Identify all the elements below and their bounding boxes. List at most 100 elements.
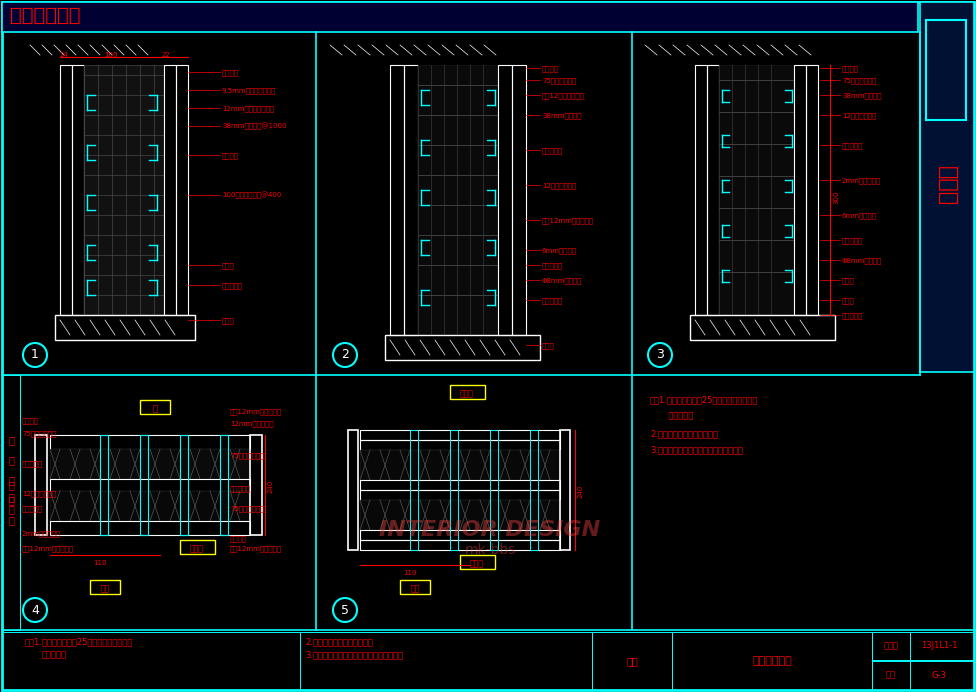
Text: 卫生间: 卫生间 — [460, 389, 474, 398]
Text: 300: 300 — [833, 190, 839, 203]
Bar — [390, 65, 404, 335]
Text: 装饰完成面: 装饰完成面 — [222, 282, 243, 289]
Text: 中填隔音棉: 中填隔音棉 — [22, 460, 43, 466]
Bar — [140, 435, 148, 535]
Bar — [450, 385, 485, 399]
Bar — [2, 632, 592, 690]
Bar — [418, 65, 498, 335]
Text: 双层12厚纸面石膏板: 双层12厚纸面石膏板 — [542, 92, 585, 98]
Bar — [926, 20, 966, 120]
Text: 4: 4 — [31, 603, 39, 617]
Text: 集: 集 — [8, 495, 14, 505]
Bar — [400, 580, 430, 594]
Bar — [450, 430, 458, 550]
Bar — [806, 65, 818, 315]
Bar — [35, 435, 47, 535]
Bar — [72, 65, 84, 315]
Text: mk-bbs: mk-bbs — [465, 543, 515, 557]
Text: 装饰完成面: 装饰完成面 — [542, 297, 563, 304]
Bar — [250, 435, 262, 535]
Bar — [404, 65, 418, 335]
Text: 75系列轻钢龙骨: 75系列轻钢龙骨 — [542, 77, 577, 84]
Text: 100系列隔墙龙骨@400: 100系列隔墙龙骨@400 — [222, 192, 281, 199]
Bar — [872, 661, 974, 690]
Text: G-3: G-3 — [931, 671, 947, 680]
Bar — [360, 490, 560, 500]
Bar — [460, 555, 495, 569]
Text: 100: 100 — [104, 52, 117, 58]
Text: 12厚纸面石膏板: 12厚纸面石膏板 — [542, 182, 577, 189]
Bar — [90, 580, 120, 594]
Text: 隔墙类: 隔墙类 — [937, 166, 957, 206]
Bar — [410, 430, 418, 550]
Bar — [360, 430, 560, 440]
Text: 75系列轻钢龙骨: 75系列轻钢龙骨 — [230, 452, 264, 459]
Bar — [60, 65, 72, 315]
Text: 图: 图 — [8, 475, 14, 485]
Bar — [385, 335, 540, 360]
Text: 12厚纸面石膏板: 12厚纸面石膏板 — [22, 490, 57, 497]
Bar — [360, 450, 560, 480]
Text: 或由设计定: 或由设计定 — [650, 411, 693, 420]
Bar — [50, 479, 250, 491]
Text: 图集号: 图集号 — [883, 641, 899, 650]
Bar — [348, 430, 358, 550]
Text: 13J1L1-1: 13J1L1-1 — [920, 641, 957, 650]
Bar — [719, 65, 794, 315]
Text: 自攻螺丝: 自攻螺丝 — [22, 417, 39, 424]
Text: 2.木材、线脚形式由设计选定: 2.木材、线脚形式由设计选定 — [650, 429, 718, 438]
Bar — [794, 65, 806, 315]
Text: 或由设计定: 或由设计定 — [42, 650, 67, 659]
Bar — [84, 65, 164, 315]
Text: 人: 人 — [8, 435, 14, 445]
Text: 2mm水泥压力板: 2mm水泥压力板 — [22, 530, 61, 536]
Text: 3.轻钢龙骨规格根据墙高等因素由设计定: 3.轻钢龙骨规格根据墙高等因素由设计定 — [650, 445, 743, 454]
Text: 75系列轻钢龙骨: 75系列轻钢龙骨 — [230, 505, 264, 511]
Text: 人
工
图
集: 人 工 图 集 — [8, 481, 14, 525]
Bar — [180, 540, 215, 554]
Text: 9.5mm防火石膏板至顶: 9.5mm防火石膏板至顶 — [222, 87, 276, 93]
Bar — [360, 540, 560, 550]
Text: 38mm芯心龙骨@1000: 38mm芯心龙骨@1000 — [222, 123, 287, 130]
Text: 轻钢龙骨隔墙: 轻钢龙骨隔墙 — [752, 656, 792, 666]
Text: 自攻螺丝: 自攻螺丝 — [542, 65, 559, 71]
Text: 2.木料、线脚形式由设计选定: 2.木料、线脚形式由设计选定 — [305, 637, 373, 646]
Text: 24: 24 — [60, 52, 68, 58]
Bar — [140, 400, 170, 414]
Text: 双层12mm水泥压力板: 双层12mm水泥压力板 — [230, 408, 282, 415]
Text: 图名: 图名 — [627, 656, 638, 666]
Bar — [560, 430, 570, 550]
Text: 中填隔音棉: 中填隔音棉 — [22, 505, 43, 511]
Text: 双层12mm水泥压力板: 双层12mm水泥压力板 — [22, 545, 74, 552]
Text: 页次: 页次 — [886, 671, 896, 680]
Text: 管井: 管井 — [101, 584, 109, 593]
Bar — [490, 430, 498, 550]
Text: 5: 5 — [341, 603, 349, 617]
Bar — [360, 500, 560, 530]
Bar — [2, 375, 20, 630]
Text: Φ8mm膨胀螺栓: Φ8mm膨胀螺栓 — [842, 257, 882, 264]
Text: 工: 工 — [8, 455, 14, 465]
Text: 自攻螺丝: 自攻螺丝 — [230, 535, 247, 542]
Bar — [498, 65, 512, 335]
Text: 卫生间: 卫生间 — [470, 559, 484, 568]
Text: 管井: 管井 — [410, 584, 420, 593]
Text: 110: 110 — [94, 560, 106, 566]
Text: INTERIOR DESIGN: INTERIOR DESIGN — [380, 520, 600, 540]
Bar — [55, 315, 195, 340]
Bar — [360, 480, 560, 490]
Bar — [592, 632, 672, 690]
Text: 踢脚线: 踢脚线 — [222, 262, 235, 268]
Text: 注：1.吸音材料一般为25厚玻璃棉、岩棉等，: 注：1.吸音材料一般为25厚玻璃棉、岩棉等， — [25, 637, 134, 646]
Bar — [220, 435, 228, 535]
Text: 密封胶封边: 密封胶封边 — [842, 237, 863, 244]
Text: 轻钢龙骨隔墙: 轻钢龙骨隔墙 — [10, 6, 80, 25]
Text: 110: 110 — [403, 570, 417, 576]
Text: 12mm水泥压力板: 12mm水泥压力板 — [230, 420, 273, 426]
Text: 38mm芯心龙骨: 38mm芯心龙骨 — [842, 92, 881, 98]
Bar — [690, 315, 835, 340]
Text: 中填隔音棉: 中填隔音棉 — [230, 485, 251, 491]
Text: 6mm橡胶垫层: 6mm橡胶垫层 — [542, 247, 577, 253]
Bar — [530, 430, 538, 550]
Text: 3.轻钢龙骨规格根据墙高等因素由设计定定: 3.轻钢龙骨规格根据墙高等因素由设计定定 — [305, 650, 403, 659]
